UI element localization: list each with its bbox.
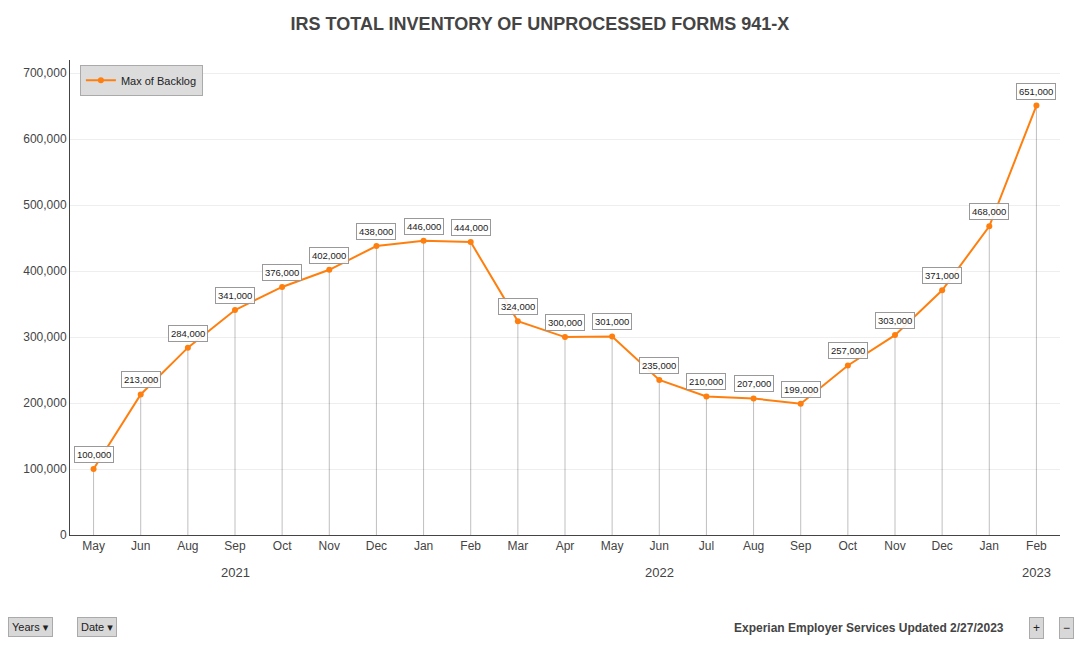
svg-text:199,000: 199,000 [784,384,818,395]
svg-text:376,000: 376,000 [265,267,299,278]
svg-text:+: + [1033,621,1040,635]
svg-text:500,000: 500,000 [23,198,67,212]
svg-text:Years ▾: Years ▾ [12,621,49,633]
svg-text:301,000: 301,000 [595,316,629,327]
svg-text:0: 0 [60,528,67,542]
svg-text:303,000: 303,000 [878,315,912,326]
svg-text:200,000: 200,000 [23,396,67,410]
svg-text:Max of Backlog: Max of Backlog [121,75,196,87]
svg-text:468,000: 468,000 [972,206,1006,217]
svg-text:300,000: 300,000 [548,317,582,328]
svg-text:300,000: 300,000 [23,330,67,344]
svg-text:Nov: Nov [319,539,340,553]
svg-text:210,000: 210,000 [689,376,723,387]
svg-text:Dec: Dec [931,539,952,553]
svg-text:100,000: 100,000 [77,449,111,460]
svg-text:Jul: Jul [699,539,714,553]
svg-text:2022: 2022 [645,565,674,580]
svg-text:Jun: Jun [131,539,150,553]
svg-text:Jun: Jun [650,539,669,553]
svg-text:2023: 2023 [1022,565,1051,580]
svg-text:700,000: 700,000 [23,66,67,80]
svg-text:Sep: Sep [224,539,246,553]
svg-text:Nov: Nov [884,539,905,553]
svg-text:Mar: Mar [508,539,529,553]
svg-text:Jan: Jan [980,539,999,553]
svg-text:257,000: 257,000 [831,345,865,356]
svg-text:446,000: 446,000 [407,221,441,232]
svg-text:IRS TOTAL INVENTORY OF UNPROCE: IRS TOTAL INVENTORY OF UNPROCESSED FORMS… [291,14,790,34]
svg-text:438,000: 438,000 [359,226,393,237]
svg-text:213,000: 213,000 [124,374,158,385]
svg-text:Experian Employer Services Upd: Experian Employer Services Updated 2/27/… [734,621,1004,635]
svg-text:Jan: Jan [414,539,433,553]
svg-text:100,000: 100,000 [23,462,67,476]
svg-text:Oct: Oct [273,539,292,553]
svg-text:May: May [82,539,105,553]
svg-text:651,000: 651,000 [1019,86,1053,97]
svg-text:−: − [1063,621,1070,635]
svg-text:284,000: 284,000 [171,328,205,339]
svg-text:May: May [601,539,624,553]
svg-text:341,000: 341,000 [218,290,252,301]
svg-text:400,000: 400,000 [23,264,67,278]
svg-text:600,000: 600,000 [23,132,67,146]
svg-text:444,000: 444,000 [454,222,488,233]
svg-text:Aug: Aug [177,539,198,553]
svg-text:402,000: 402,000 [312,250,346,261]
svg-text:2021: 2021 [221,565,250,580]
svg-text:Oct: Oct [839,539,858,553]
svg-text:235,000: 235,000 [642,360,676,371]
svg-text:Date ▾: Date ▾ [81,621,113,633]
svg-text:Sep: Sep [790,539,812,553]
svg-text:324,000: 324,000 [501,301,535,312]
svg-text:207,000: 207,000 [737,378,771,389]
svg-text:Apr: Apr [556,539,575,553]
svg-text:Feb: Feb [1026,539,1047,553]
svg-text:Feb: Feb [460,539,481,553]
svg-text:Aug: Aug [743,539,764,553]
svg-text:371,000: 371,000 [925,270,959,281]
svg-text:Dec: Dec [366,539,387,553]
